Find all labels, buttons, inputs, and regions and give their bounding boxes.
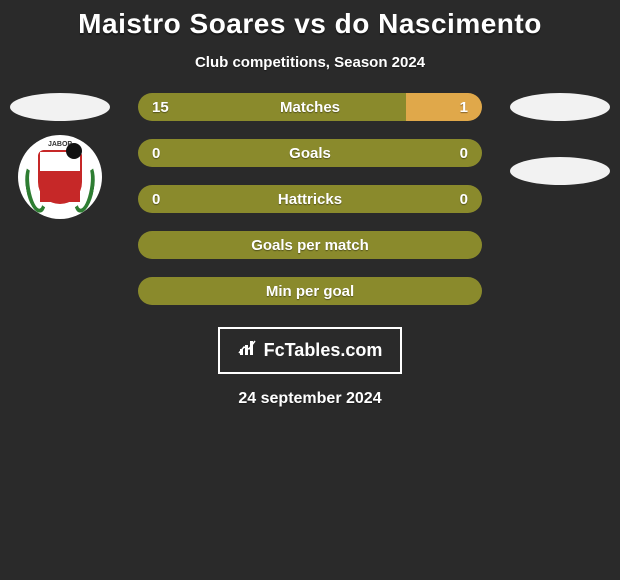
brand-box[interactable]: FcTables.com bbox=[218, 327, 403, 374]
stat-value-left: 0 bbox=[138, 139, 174, 167]
stat-value-left: 0 bbox=[138, 185, 174, 213]
stat-row: Matches151 bbox=[138, 93, 482, 121]
player-left-oval bbox=[10, 93, 110, 121]
club-right-oval bbox=[510, 157, 610, 185]
stat-value-right: 0 bbox=[446, 139, 482, 167]
club-left-name: JABOP bbox=[48, 141, 72, 148]
bar-left-segment bbox=[138, 139, 482, 167]
stat-value-right: 1 bbox=[446, 93, 482, 121]
left-side: JABOP bbox=[0, 93, 120, 219]
stat-row: Goals per match bbox=[138, 231, 482, 259]
stat-row: Hattricks00 bbox=[138, 185, 482, 213]
subtitle: Club competitions, Season 2024 bbox=[195, 54, 425, 71]
stat-row: Goals00 bbox=[138, 139, 482, 167]
bar-left-segment bbox=[138, 277, 482, 305]
comparison-card: Maistro Soares vs do Nascimento Club com… bbox=[0, 0, 620, 580]
date-label: 24 september 2024 bbox=[238, 390, 381, 408]
page-title: Maistro Soares vs do Nascimento bbox=[78, 8, 542, 40]
brand-text: FcTables.com bbox=[264, 340, 383, 361]
stat-value-left: 15 bbox=[138, 93, 183, 121]
stat-bars: Matches151Goals00Hattricks00Goals per ma… bbox=[120, 93, 500, 305]
bar-left-segment bbox=[138, 231, 482, 259]
layout: JABOP Matches151Goals00Hattricks00Goals … bbox=[0, 93, 620, 305]
right-side bbox=[500, 93, 620, 185]
stat-value-right: 0 bbox=[446, 185, 482, 213]
stat-row: Min per goal bbox=[138, 277, 482, 305]
player-right-oval bbox=[510, 93, 610, 121]
club-left-badge: JABOP bbox=[18, 135, 102, 219]
bar-left-segment bbox=[138, 185, 482, 213]
chart-icon bbox=[238, 339, 258, 362]
